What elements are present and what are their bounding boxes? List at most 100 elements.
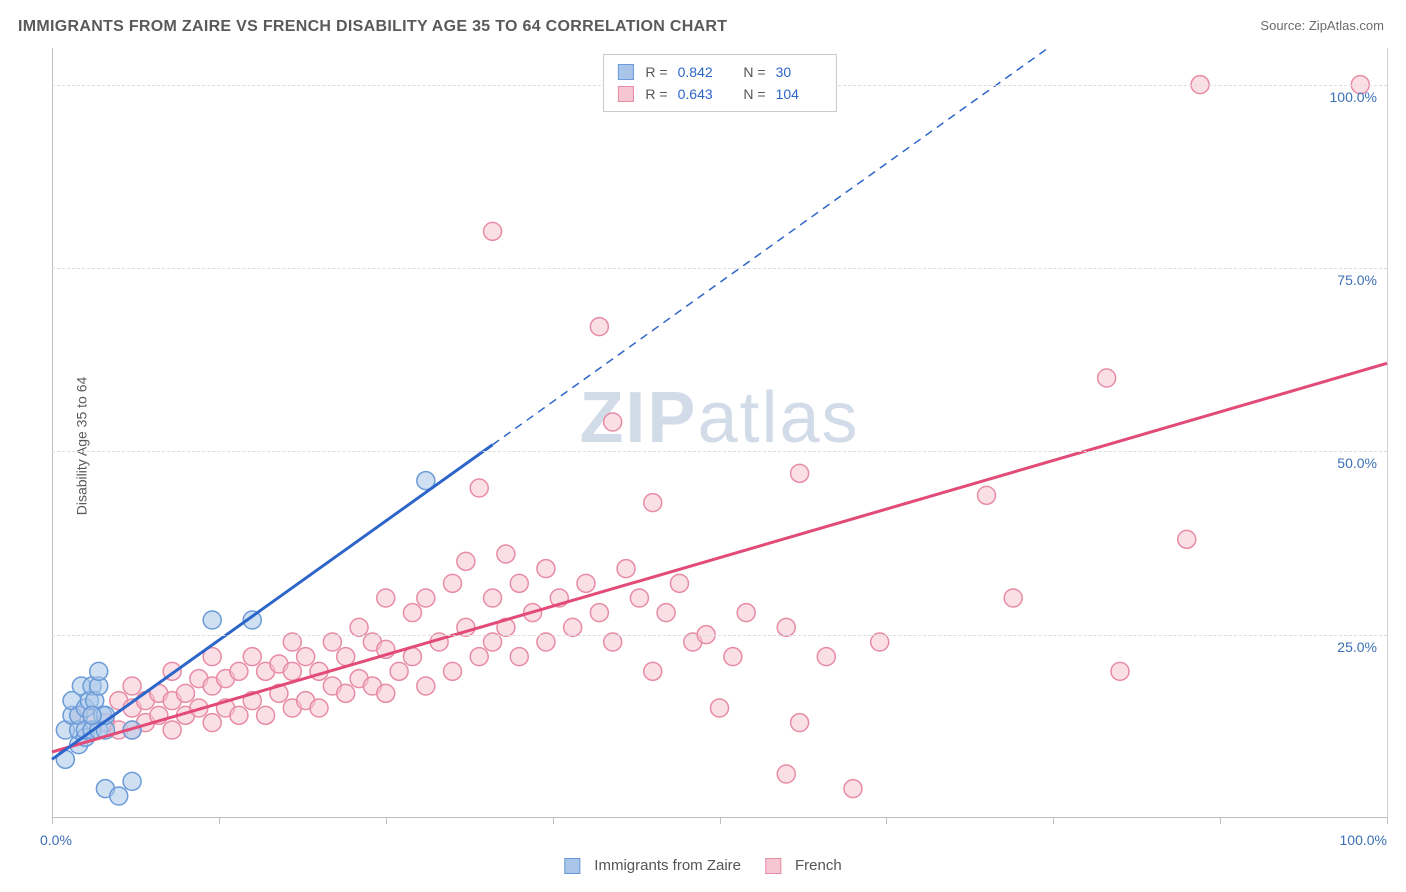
gridline (52, 635, 1387, 636)
data-point-french[interactable] (777, 765, 795, 783)
swatch-zaire (617, 64, 633, 80)
data-point-french[interactable] (377, 589, 395, 607)
data-point-french[interactable] (283, 633, 301, 651)
data-point-french[interactable] (844, 780, 862, 798)
swatch-french (617, 86, 633, 102)
data-point-zaire[interactable] (203, 611, 221, 629)
data-point-french[interactable] (390, 662, 408, 680)
data-point-french[interactable] (337, 684, 355, 702)
data-point-french[interactable] (203, 714, 221, 732)
data-point-french[interactable] (497, 545, 515, 563)
x-tick (553, 818, 554, 824)
data-point-french[interactable] (444, 574, 462, 592)
data-point-french[interactable] (297, 648, 315, 666)
data-point-french[interactable] (417, 589, 435, 607)
data-point-zaire[interactable] (83, 706, 101, 724)
data-point-french[interactable] (163, 721, 181, 739)
data-point-french[interactable] (617, 560, 635, 578)
data-point-french[interactable] (283, 662, 301, 680)
data-point-french[interactable] (123, 677, 141, 695)
data-point-french[interactable] (791, 464, 809, 482)
x-tick (219, 818, 220, 824)
data-point-french[interactable] (564, 618, 582, 636)
r-label: R = (645, 61, 667, 83)
legend-item-french[interactable]: French (765, 857, 842, 874)
source-attribution: Source: ZipAtlas.com (1260, 18, 1384, 33)
data-point-french[interactable] (484, 222, 502, 240)
data-point-french[interactable] (177, 684, 195, 702)
data-point-french[interactable] (257, 706, 275, 724)
data-point-french[interactable] (337, 648, 355, 666)
y-tick-label: 25.0% (1337, 639, 1377, 655)
data-point-french[interactable] (310, 699, 328, 717)
data-point-french[interactable] (470, 479, 488, 497)
plot-area: ZIPatlas R = 0.842 N = 30 R = 0.643 N = … (52, 48, 1388, 818)
n-value-french: 104 (776, 83, 822, 105)
data-point-french[interactable] (350, 618, 368, 636)
x-tick-100: 100.0% (1340, 832, 1387, 848)
series-legend: Immigrants from Zaire French (564, 857, 841, 874)
legend-item-zaire[interactable]: Immigrants from Zaire (564, 857, 741, 874)
data-point-french[interactable] (670, 574, 688, 592)
data-point-zaire[interactable] (90, 662, 108, 680)
data-point-french[interactable] (403, 604, 421, 622)
data-point-french[interactable] (1004, 589, 1022, 607)
data-point-french[interactable] (871, 633, 889, 651)
y-tick-label: 75.0% (1337, 272, 1377, 288)
y-tick-label: 100.0% (1330, 89, 1377, 105)
data-point-french[interactable] (978, 486, 996, 504)
data-point-french[interactable] (510, 574, 528, 592)
data-point-french[interactable] (590, 604, 608, 622)
data-point-french[interactable] (604, 633, 622, 651)
swatch-zaire (564, 858, 580, 874)
y-tick-label: 50.0% (1337, 455, 1377, 471)
x-tick (1387, 818, 1388, 824)
data-point-french[interactable] (444, 662, 462, 680)
source-link[interactable]: ZipAtlas.com (1309, 18, 1384, 33)
data-point-french[interactable] (323, 633, 341, 651)
data-point-french[interactable] (657, 604, 675, 622)
data-point-french[interactable] (1178, 530, 1196, 548)
data-point-french[interactable] (1111, 662, 1129, 680)
n-label: N = (743, 61, 765, 83)
data-point-french[interactable] (457, 552, 475, 570)
data-point-french[interactable] (590, 318, 608, 336)
data-point-french[interactable] (577, 574, 595, 592)
data-point-french[interactable] (377, 684, 395, 702)
data-point-french[interactable] (1098, 369, 1116, 387)
x-tick (386, 818, 387, 824)
chart-container: IMMIGRANTS FROM ZAIRE VS FRENCH DISABILI… (0, 0, 1406, 892)
data-point-french[interactable] (537, 560, 555, 578)
data-point-french[interactable] (724, 648, 742, 666)
data-point-zaire[interactable] (123, 772, 141, 790)
gridline (52, 268, 1387, 269)
data-point-french[interactable] (417, 677, 435, 695)
data-point-french[interactable] (817, 648, 835, 666)
data-point-french[interactable] (644, 494, 662, 512)
r-value-french: 0.643 (678, 83, 724, 105)
n-label: N = (743, 83, 765, 105)
n-value-zaire: 30 (776, 61, 822, 83)
data-point-french[interactable] (791, 714, 809, 732)
data-point-french[interactable] (230, 706, 248, 724)
data-point-french[interactable] (630, 589, 648, 607)
x-tick (52, 818, 53, 824)
x-tick (1053, 818, 1054, 824)
data-point-french[interactable] (484, 633, 502, 651)
data-point-french[interactable] (711, 699, 729, 717)
x-tick-0: 0.0% (40, 832, 72, 848)
data-point-french[interactable] (484, 589, 502, 607)
data-point-french[interactable] (243, 648, 261, 666)
data-point-french[interactable] (230, 662, 248, 680)
data-point-french[interactable] (537, 633, 555, 651)
data-point-french[interactable] (510, 648, 528, 666)
data-point-french[interactable] (777, 618, 795, 636)
x-tick (720, 818, 721, 824)
data-point-french[interactable] (644, 662, 662, 680)
data-point-french[interactable] (604, 413, 622, 431)
data-point-french[interactable] (470, 648, 488, 666)
data-point-french[interactable] (737, 604, 755, 622)
legend-row-zaire: R = 0.842 N = 30 (617, 61, 821, 83)
data-point-zaire[interactable] (110, 787, 128, 805)
x-tick (886, 818, 887, 824)
